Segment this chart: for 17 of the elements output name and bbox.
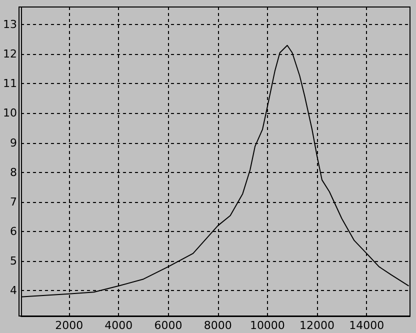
- y-tick-label: 4: [10, 284, 17, 297]
- y-tick-label: 13: [2, 18, 17, 32]
- x-tick-label: 12000: [300, 319, 335, 332]
- y-tick-label: 6: [10, 224, 17, 238]
- y-tick-label: 11: [2, 77, 17, 90]
- y-tick-label: 8: [10, 166, 17, 179]
- x-tick-label: 14000: [349, 319, 384, 332]
- x-tick-label: 2000: [55, 319, 84, 332]
- y-tick-label: 12: [2, 48, 17, 61]
- x-tick-label: 8000: [204, 319, 232, 332]
- x-tick-label: 10000: [250, 319, 285, 332]
- x-tick-label: 6000: [154, 319, 182, 332]
- x-tick-label: 4000: [104, 319, 133, 332]
- y-tick-label: 9: [10, 136, 17, 150]
- y-tick-label: 5: [10, 254, 17, 268]
- y-tick-label: 7: [10, 195, 17, 208]
- y-tick-label: 10: [2, 106, 17, 120]
